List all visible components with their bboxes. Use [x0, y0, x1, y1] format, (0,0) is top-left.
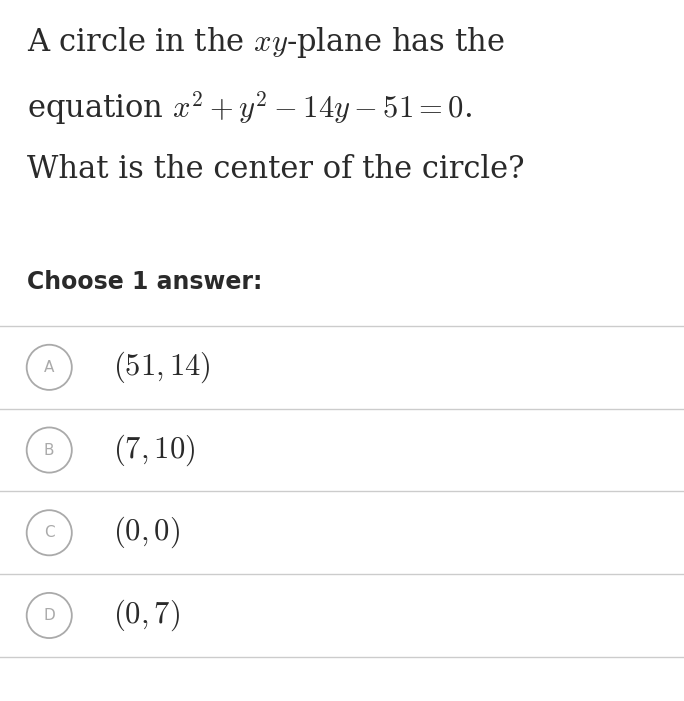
Text: D: D — [43, 608, 55, 623]
Text: $(51, 14)$: $(51, 14)$ — [113, 350, 211, 385]
Text: $(0, 7)$: $(0, 7)$ — [113, 598, 180, 633]
Text: $(7, 10)$: $(7, 10)$ — [113, 433, 195, 468]
Text: C: C — [44, 525, 55, 540]
Text: B: B — [44, 442, 55, 458]
Text: A circle in the $xy$-plane has the: A circle in the $xy$-plane has the — [27, 25, 505, 60]
Text: What is the center of the circle?: What is the center of the circle? — [27, 154, 525, 184]
Text: A: A — [44, 360, 55, 375]
Text: Choose 1 answer:: Choose 1 answer: — [27, 270, 263, 294]
Text: $(0, 0)$: $(0, 0)$ — [113, 515, 180, 550]
Text: equation $x^2 + y^2 - 14y - 51 = 0$.: equation $x^2 + y^2 - 14y - 51 = 0$. — [27, 89, 473, 127]
